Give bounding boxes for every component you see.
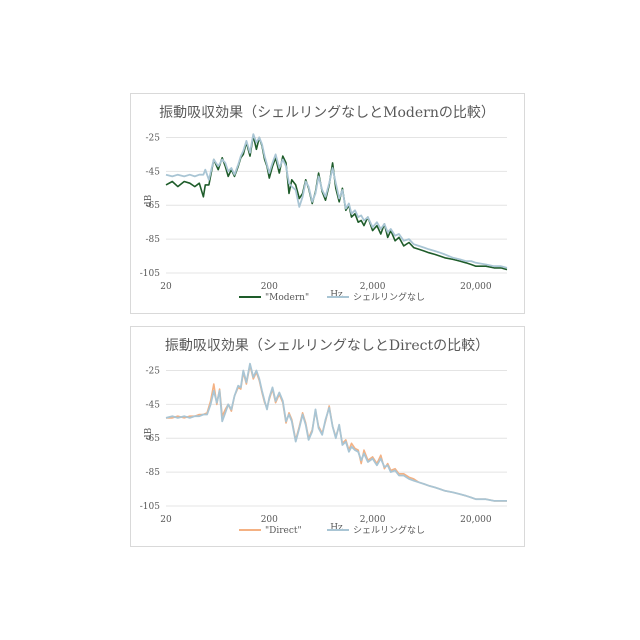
y-tick-label: -105: [140, 269, 160, 279]
x-axis-label: Hz: [330, 290, 343, 300]
x-tick-label: 200: [261, 282, 278, 292]
y-tick-label: -85: [146, 468, 161, 478]
x-tick-label: 20,000: [460, 515, 492, 525]
x-tick-label: 20: [160, 515, 172, 525]
chart-title: 振動吸収効果（シェルリングなしとModernの比較）: [159, 105, 495, 121]
y-axis-label: dB: [144, 427, 154, 440]
legend-label: シェルリングなし: [353, 524, 425, 536]
chart-title: 振動吸収効果（シェルリングなしとDirectの比較）: [165, 338, 489, 354]
x-tick-label: 20: [160, 282, 172, 292]
y-tick-label: -65: [146, 201, 161, 211]
chart-panel-direct: 振動吸収効果（シェルリングなしとDirectの比較） -25 -45 -65 -85 -1…: [130, 326, 525, 547]
y-tick-label: -65: [146, 434, 161, 444]
series-line: [165, 133, 508, 269]
chart-panel-modern: 振動吸収効果（シェルリングなしとModernの比較） -25 -45 -65 -85 -1…: [130, 93, 525, 314]
y-tick-label: -105: [140, 502, 160, 512]
legend-label: シェルリングなし: [353, 291, 425, 303]
y-tick-label: -25: [146, 366, 161, 376]
chart-svg-modern: 振動吸収効果（シェルリングなしとModernの比較） -25 -45 -65 -85 -1…: [140, 105, 508, 303]
chart-svg-direct: 振動吸収効果（シェルリングなしとDirectの比較） -25 -45 -65 -85 -1…: [140, 338, 507, 536]
legend-label: "Direct": [265, 526, 302, 536]
y-tick-label: -45: [146, 400, 161, 410]
y-tick-label: -85: [146, 235, 161, 245]
x-axis-label: Hz: [330, 523, 343, 533]
x-tick-label: 2,000: [360, 282, 386, 292]
legend-label: "Modern": [265, 293, 309, 303]
y-tick-label: -45: [146, 167, 161, 177]
x-tick-label: 20,000: [460, 282, 492, 292]
y-tick-label: -25: [146, 133, 161, 143]
series-line: [165, 134, 508, 271]
series-line: [165, 362, 507, 502]
x-tick-label: 200: [261, 515, 278, 525]
x-tick-label: 2,000: [360, 515, 386, 525]
y-axis-label: dB: [144, 194, 154, 207]
